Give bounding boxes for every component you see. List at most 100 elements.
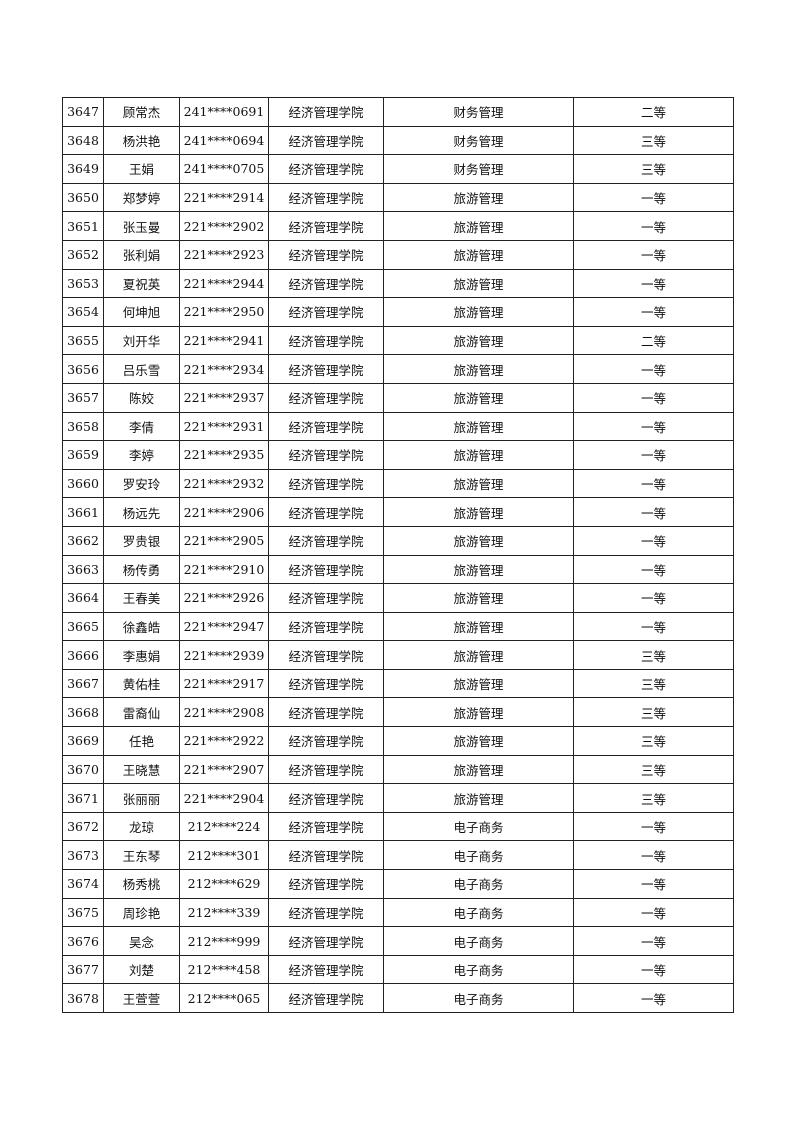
major-cell: 电子商务 bbox=[383, 811, 574, 842]
table-row: 3662 罗贵银 221****2905 经济管理学院 旅游管理 一等 bbox=[62, 525, 734, 556]
college-cell: 经济管理学院 bbox=[268, 411, 384, 442]
major-cell: 旅游管理 bbox=[383, 211, 574, 241]
major-cell: 旅游管理 bbox=[383, 268, 574, 299]
student-id-cell: 212****458 bbox=[179, 954, 269, 985]
major-cell: 旅游管理 bbox=[383, 468, 574, 499]
student-id-cell: 221****2950 bbox=[179, 297, 269, 327]
major-cell: 旅游管理 bbox=[383, 697, 574, 728]
major-cell: 旅游管理 bbox=[383, 239, 574, 270]
college-cell: 经济管理学院 bbox=[268, 211, 384, 241]
row-number-cell: 3672 bbox=[62, 811, 104, 842]
row-number-cell: 3666 bbox=[62, 640, 104, 670]
student-id-cell: 221****2939 bbox=[179, 640, 269, 670]
student-id-cell: 221****2947 bbox=[179, 611, 269, 642]
table-row: 3669 任艳 221****2922 经济管理学院 旅游管理 三等 bbox=[62, 726, 734, 756]
student-name-cell: 杨传勇 bbox=[103, 554, 180, 585]
student-name-cell: 杨秀桃 bbox=[103, 869, 180, 899]
table-row: 3660 罗安玲 221****2932 经济管理学院 旅游管理 一等 bbox=[62, 468, 734, 499]
major-cell: 旅游管理 bbox=[383, 554, 574, 585]
student-id-cell: 221****2904 bbox=[179, 783, 269, 813]
row-number-cell: 3649 bbox=[62, 154, 104, 184]
row-number-cell: 3673 bbox=[62, 840, 104, 871]
row-number-cell: 3652 bbox=[62, 239, 104, 270]
award-level-cell: 三等 bbox=[573, 668, 734, 699]
student-name-cell: 张丽丽 bbox=[103, 783, 180, 813]
award-level-cell: 一等 bbox=[573, 297, 734, 327]
college-cell: 经济管理学院 bbox=[268, 97, 384, 127]
table-row: 3655 刘开华 221****2941 经济管理学院 旅游管理 二等 bbox=[62, 325, 734, 356]
student-name-cell: 李惠娟 bbox=[103, 640, 180, 670]
college-cell: 经济管理学院 bbox=[268, 354, 384, 384]
student-name-cell: 徐鑫皓 bbox=[103, 611, 180, 642]
row-number-cell: 3669 bbox=[62, 726, 104, 756]
award-level-cell: 一等 bbox=[573, 182, 734, 213]
major-cell: 电子商务 bbox=[383, 983, 574, 1013]
row-number-cell: 3660 bbox=[62, 468, 104, 499]
table-row: 3664 王春美 221****2926 经济管理学院 旅游管理 一等 bbox=[62, 583, 734, 613]
award-level-cell: 一等 bbox=[573, 840, 734, 871]
row-number-cell: 3676 bbox=[62, 926, 104, 956]
major-cell: 财务管理 bbox=[383, 125, 574, 156]
award-level-cell: 一等 bbox=[573, 583, 734, 613]
student-name-cell: 陈姣 bbox=[103, 382, 180, 413]
college-cell: 经济管理学院 bbox=[268, 297, 384, 327]
college-cell: 经济管理学院 bbox=[268, 840, 384, 871]
table-row: 3678 王萱萱 212****065 经济管理学院 电子商务 一等 bbox=[62, 983, 734, 1013]
row-number-cell: 3657 bbox=[62, 382, 104, 413]
college-cell: 经济管理学院 bbox=[268, 325, 384, 356]
row-number-cell: 3670 bbox=[62, 754, 104, 785]
student-id-cell: 221****2941 bbox=[179, 325, 269, 356]
award-level-cell: 一等 bbox=[573, 268, 734, 299]
student-name-cell: 李倩 bbox=[103, 411, 180, 442]
award-level-cell: 一等 bbox=[573, 497, 734, 527]
award-level-cell: 一等 bbox=[573, 954, 734, 985]
award-level-cell: 三等 bbox=[573, 697, 734, 728]
table-row: 3653 夏祝英 221****2944 经济管理学院 旅游管理 一等 bbox=[62, 268, 734, 299]
major-cell: 电子商务 bbox=[383, 897, 574, 928]
table-row: 3663 杨传勇 221****2910 经济管理学院 旅游管理 一等 bbox=[62, 554, 734, 585]
student-name-cell: 王娟 bbox=[103, 154, 180, 184]
row-number-cell: 3668 bbox=[62, 697, 104, 728]
major-cell: 电子商务 bbox=[383, 926, 574, 956]
student-id-cell: 221****2926 bbox=[179, 583, 269, 613]
major-cell: 旅游管理 bbox=[383, 525, 574, 556]
student-name-cell: 龙琼 bbox=[103, 811, 180, 842]
row-number-cell: 3667 bbox=[62, 668, 104, 699]
award-level-cell: 一等 bbox=[573, 239, 734, 270]
college-cell: 经济管理学院 bbox=[268, 125, 384, 156]
major-cell: 旅游管理 bbox=[383, 583, 574, 613]
award-level-cell: 一等 bbox=[573, 468, 734, 499]
student-id-cell: 221****2910 bbox=[179, 554, 269, 585]
row-number-cell: 3678 bbox=[62, 983, 104, 1013]
award-level-cell: 一等 bbox=[573, 983, 734, 1013]
major-cell: 旅游管理 bbox=[383, 325, 574, 356]
student-id-cell: 221****2931 bbox=[179, 411, 269, 442]
table-row: 3654 何坤旭 221****2950 经济管理学院 旅游管理 一等 bbox=[62, 297, 734, 327]
college-cell: 经济管理学院 bbox=[268, 926, 384, 956]
table-row: 3671 张丽丽 221****2904 经济管理学院 旅游管理 三等 bbox=[62, 783, 734, 813]
college-cell: 经济管理学院 bbox=[268, 783, 384, 813]
student-name-cell: 王东琴 bbox=[103, 840, 180, 871]
college-cell: 经济管理学院 bbox=[268, 668, 384, 699]
major-cell: 电子商务 bbox=[383, 869, 574, 899]
college-cell: 经济管理学院 bbox=[268, 897, 384, 928]
student-name-cell: 吕乐雪 bbox=[103, 354, 180, 384]
college-cell: 经济管理学院 bbox=[268, 640, 384, 670]
award-level-cell: 一等 bbox=[573, 411, 734, 442]
student-id-cell: 212****301 bbox=[179, 840, 269, 871]
student-id-cell: 241****0691 bbox=[179, 97, 269, 127]
college-cell: 经济管理学院 bbox=[268, 382, 384, 413]
college-cell: 经济管理学院 bbox=[268, 726, 384, 756]
college-cell: 经济管理学院 bbox=[268, 525, 384, 556]
table-row: 3675 周珍艳 212****339 经济管理学院 电子商务 一等 bbox=[62, 897, 734, 928]
award-level-cell: 一等 bbox=[573, 211, 734, 241]
row-number-cell: 3653 bbox=[62, 268, 104, 299]
award-level-cell: 三等 bbox=[573, 783, 734, 813]
student-id-cell: 221****2944 bbox=[179, 268, 269, 299]
major-cell: 财务管理 bbox=[383, 97, 574, 127]
student-id-cell: 221****2923 bbox=[179, 239, 269, 270]
college-cell: 经济管理学院 bbox=[268, 154, 384, 184]
student-id-cell: 221****2934 bbox=[179, 354, 269, 384]
major-cell: 旅游管理 bbox=[383, 783, 574, 813]
college-cell: 经济管理学院 bbox=[268, 268, 384, 299]
